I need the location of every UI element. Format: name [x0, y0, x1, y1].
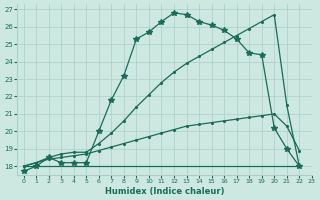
X-axis label: Humidex (Indice chaleur): Humidex (Indice chaleur): [105, 187, 224, 196]
